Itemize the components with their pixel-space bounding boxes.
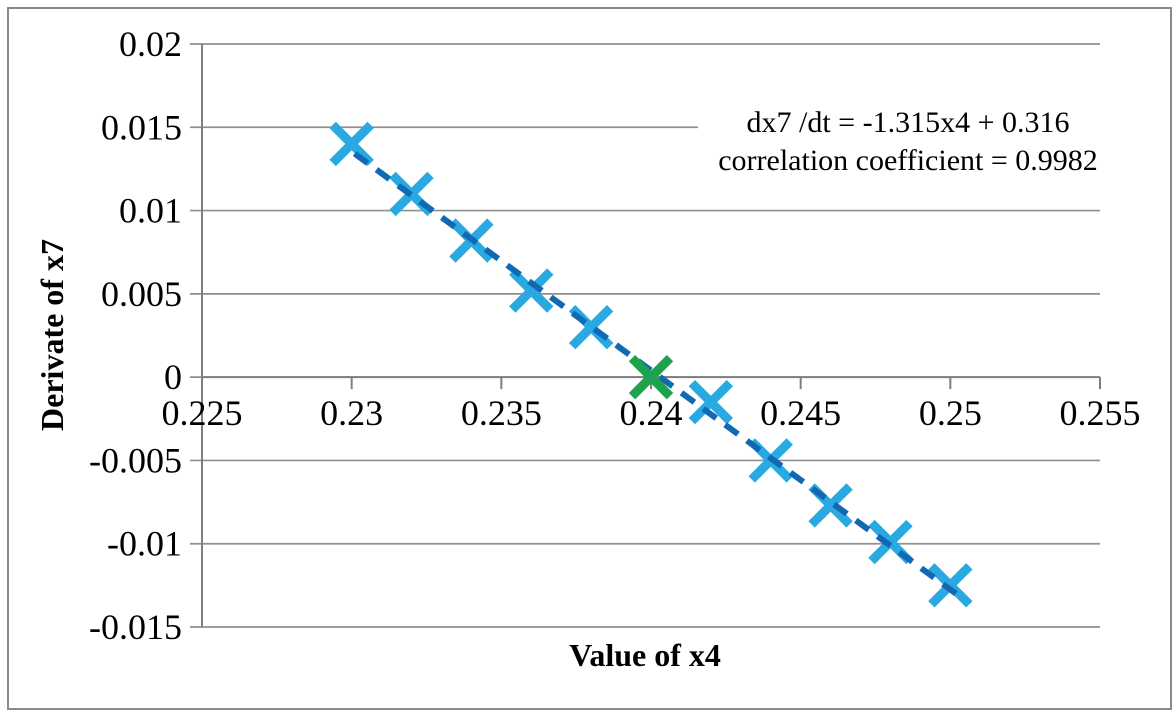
equilibrium-marker [628,354,674,400]
x-tick-label: 0.225 [162,393,243,433]
x-tick-label: 0.255 [1060,393,1141,433]
y-tick-label: 0.015 [101,107,182,147]
x-tick-label: 0.24 [620,393,683,433]
x-tick-label: 0.23 [320,393,383,433]
y-tick-label: -0.01 [107,524,182,564]
x-tick-label: 0.25 [919,393,982,433]
x-tick-label: 0.245 [760,393,841,433]
y-tick-label: 0.01 [119,191,182,231]
x-tick-label: 0.235 [461,393,542,433]
data-point-marker [928,563,973,608]
trendline [352,151,962,599]
correlation-coefficient: correlation coefficient = 0.9982 [718,144,1098,177]
y-tick-label: 0 [164,357,182,397]
y-tick-label: -0.015 [89,607,182,647]
trendline-equation: dx7 /dt = -1.315x4 + 0.316 [746,106,1070,139]
data-point-marker [509,268,554,313]
trendline-annotation: dx7 /dt = -1.315x4 + 0.316 correlation c… [698,104,1118,180]
x-axis-title: Value of x4 [569,637,721,673]
y-axis-title: Derivate of x7 [34,239,70,431]
data-point-marker [688,379,734,425]
y-tick-label: 0.005 [101,274,182,314]
y-tick-label: -0.005 [89,440,182,480]
data-point-marker [329,121,374,167]
y-tick-label: 0.02 [119,24,182,64]
